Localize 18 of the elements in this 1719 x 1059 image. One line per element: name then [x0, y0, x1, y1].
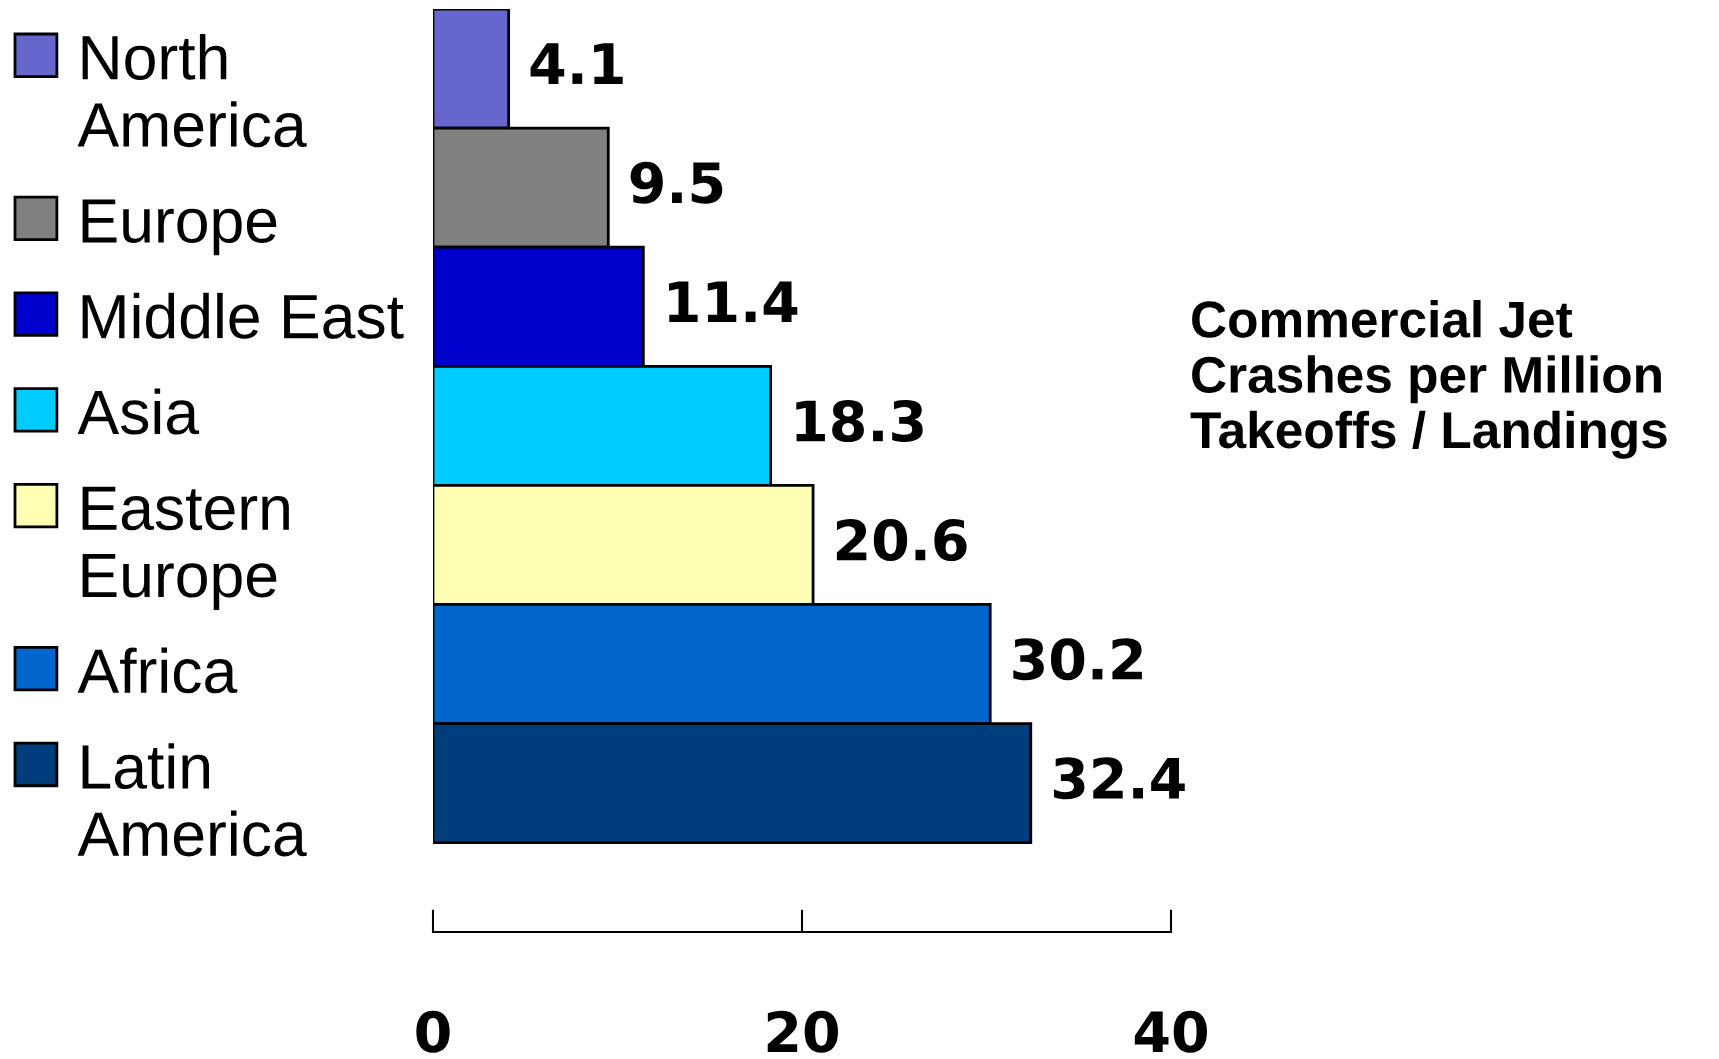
legend-label: Asia	[77, 388, 200, 435]
legend-label: Eastern Europe	[82, 486, 289, 610]
legend-label: Latin America	[77, 743, 307, 857]
legend-label: North America	[77, 34, 307, 148]
data-label: 4.1	[530, 43, 623, 84]
legend-label: Africa	[77, 647, 238, 694]
legend-label: Middle East	[82, 292, 404, 339]
data-label: 32.4	[1053, 757, 1185, 800]
text: Commercial Jet Crashes per Million Takeoffs / Landings	[1190, 300, 1667, 459]
data-label: 11.4	[669, 281, 798, 323]
legend-label: Europe	[82, 199, 277, 256]
x-tick-label: 40	[1134, 1010, 1207, 1053]
data-label: 18.3	[796, 399, 923, 442]
data-label: 20.6	[836, 519, 967, 562]
data-label: 30.2	[1013, 638, 1142, 681]
x-tick-label: 0	[416, 1010, 450, 1053]
x-tick-label: 20	[767, 1010, 838, 1053]
data-label: 9.5	[630, 161, 723, 204]
